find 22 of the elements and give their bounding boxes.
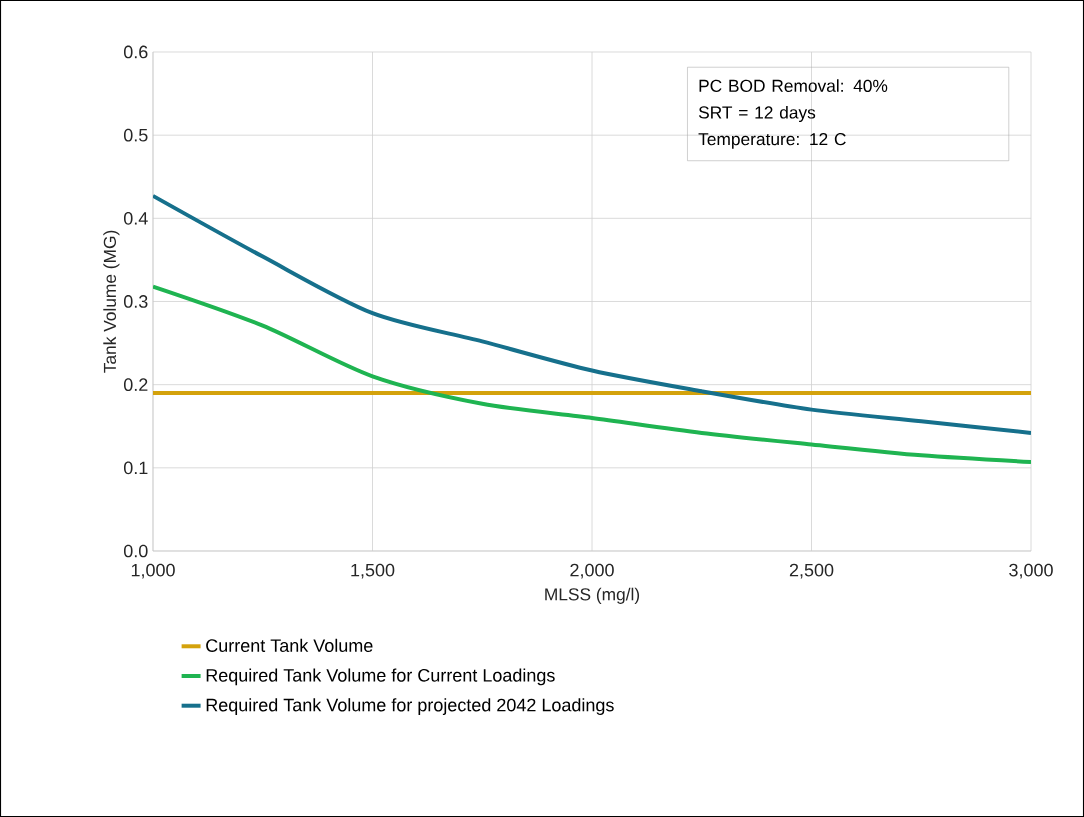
- annotation: PC BOD Removal: 40%: [699, 79, 888, 92]
- legend-label: Current Tank Volume: [206, 638, 373, 652]
- legend-label: Required Tank Volume for projected 2042 Loadings: [206, 698, 614, 715]
- x-tick-label: 1,000: [131, 563, 175, 579]
- y-tick-label: 0.2: [123, 378, 148, 392]
- x-tick-label: 1,500: [351, 563, 395, 579]
- x-axis-title: MLSS (mg/l): [545, 587, 640, 604]
- x-tick-label: 2,000: [570, 563, 614, 579]
- x-tick-label: 2,500: [789, 563, 834, 579]
- y-axis-title: Tank Volume (MG): [103, 230, 120, 373]
- y-tick-label: 0.4: [123, 211, 148, 225]
- line-series: [153, 284, 1032, 465]
- y-tick-label: 0.0: [123, 544, 148, 558]
- y-tick-label: 0.3: [123, 295, 148, 308]
- y-tick-label: 0.1: [123, 461, 148, 475]
- x-tick-label: 3,000: [1009, 563, 1053, 579]
- annotation: Temperature: 12 C: [698, 133, 846, 149]
- annotation: SRT = 12 days: [698, 105, 816, 123]
- y-tick-label: 0.5: [123, 128, 148, 142]
- line-series: [153, 193, 1032, 435]
- y-tick-label: 0.6: [123, 45, 148, 59]
- legend-label: Required Tank Volume for Current Loadings: [206, 668, 555, 686]
